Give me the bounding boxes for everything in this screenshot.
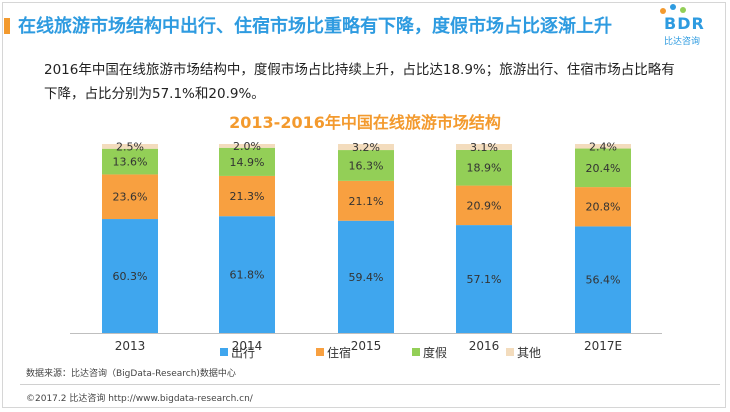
data-label: 61.8% xyxy=(230,269,265,282)
data-label: 2.5% xyxy=(116,140,144,153)
legend-label: 住宿 xyxy=(327,345,351,360)
bar-segment-2014-出行 xyxy=(219,216,275,333)
legend-swatch-度假 xyxy=(412,348,420,356)
legend-label: 其他 xyxy=(517,346,541,360)
x-tick-label: 2014 xyxy=(232,339,263,353)
data-label: 2.4% xyxy=(589,140,617,153)
bar-segment-2015-度假 xyxy=(338,150,394,181)
data-label: 3.2% xyxy=(352,141,380,154)
bar-segment-2014-其他 xyxy=(219,144,275,148)
bar-segment-2017E-度假 xyxy=(575,148,631,188)
data-label: 13.6% xyxy=(113,156,148,169)
bar-segment-2016-住宿 xyxy=(456,185,512,226)
logo-dot-green xyxy=(680,7,686,13)
data-label: 14.9% xyxy=(230,156,265,169)
legend-swatch-其他 xyxy=(506,348,514,356)
legend-label: 出行 xyxy=(231,346,255,360)
data-label: 3.1% xyxy=(470,141,498,154)
data-label: 59.4% xyxy=(349,271,384,284)
bar-segment-2017E-其他 xyxy=(575,144,631,149)
data-label: 56.4% xyxy=(586,274,621,287)
title-accent-bar xyxy=(4,18,10,34)
logo-letters: BDR xyxy=(664,14,705,33)
x-tick-label: 2013 xyxy=(115,339,146,353)
data-label: 57.1% xyxy=(467,273,502,286)
bar-segment-2013-度假 xyxy=(102,148,158,175)
data-label: 2.0% xyxy=(233,140,261,153)
footer-divider xyxy=(20,384,720,385)
bar-segment-2017E-住宿 xyxy=(575,187,631,227)
x-tick-label: 2016 xyxy=(469,339,500,353)
bar-segment-2016-其他 xyxy=(456,144,512,150)
x-tick-label: 2015 xyxy=(351,339,382,353)
logo-subtitle: 比达咨询 xyxy=(664,37,701,47)
x-tick-label: 2017E xyxy=(584,339,622,353)
data-label: 60.3% xyxy=(113,270,148,283)
title-bar: 在线旅游市场结构中出行、住宿市场比重略有下降，度假市场占比逐渐上升 xyxy=(4,4,664,46)
data-label: 20.9% xyxy=(467,199,502,212)
legend-swatch-住宿 xyxy=(316,348,324,356)
bar-segment-2014-度假 xyxy=(219,147,275,176)
data-label: 16.3% xyxy=(349,159,384,172)
data-label: 21.1% xyxy=(349,195,384,208)
slide-frame xyxy=(2,2,726,408)
data-label: 18.9% xyxy=(467,162,502,175)
data-source: 数据来源：比达咨询（BigData-Research)数据中心 xyxy=(26,369,236,379)
bar-segment-2015-其他 xyxy=(338,144,394,151)
bar-segment-2016-出行 xyxy=(456,225,512,333)
bar-segment-2013-其他 xyxy=(102,144,158,149)
bdr-logo: BDR 比达咨询 xyxy=(656,4,716,50)
data-label: 20.8% xyxy=(586,201,621,214)
page-title: 在线旅游市场结构中出行、住宿市场比重略有下降，度假市场占比逐渐上升 xyxy=(18,16,612,37)
bar-segment-2014-住宿 xyxy=(219,175,275,217)
bar-segment-2015-出行 xyxy=(338,220,394,333)
bar-segment-2017E-出行 xyxy=(575,226,631,333)
data-label: 23.6% xyxy=(113,191,148,204)
bar-segment-2013-出行 xyxy=(102,219,158,333)
data-label: 20.4% xyxy=(586,162,621,175)
logo-dot-blue xyxy=(670,4,676,10)
bar-segment-2015-住宿 xyxy=(338,180,394,221)
data-label: 21.3% xyxy=(230,190,265,203)
chart-title: 2013-2016年中国在线旅游市场结构 xyxy=(229,113,501,132)
bar-segment-2013-住宿 xyxy=(102,174,158,220)
legend-label: 度假 xyxy=(423,345,447,360)
copyright: ©2017.2 比达咨询 http://www.bigdata-research… xyxy=(26,394,253,404)
logo-dot-orange xyxy=(660,8,666,14)
legend-swatch-出行 xyxy=(220,348,228,356)
summary-text: 2016年中国在线旅游市场结构中，度假市场占比持续上升，占比达18.9%；旅游出… xyxy=(44,62,675,102)
bar-segment-2016-度假 xyxy=(456,149,512,186)
